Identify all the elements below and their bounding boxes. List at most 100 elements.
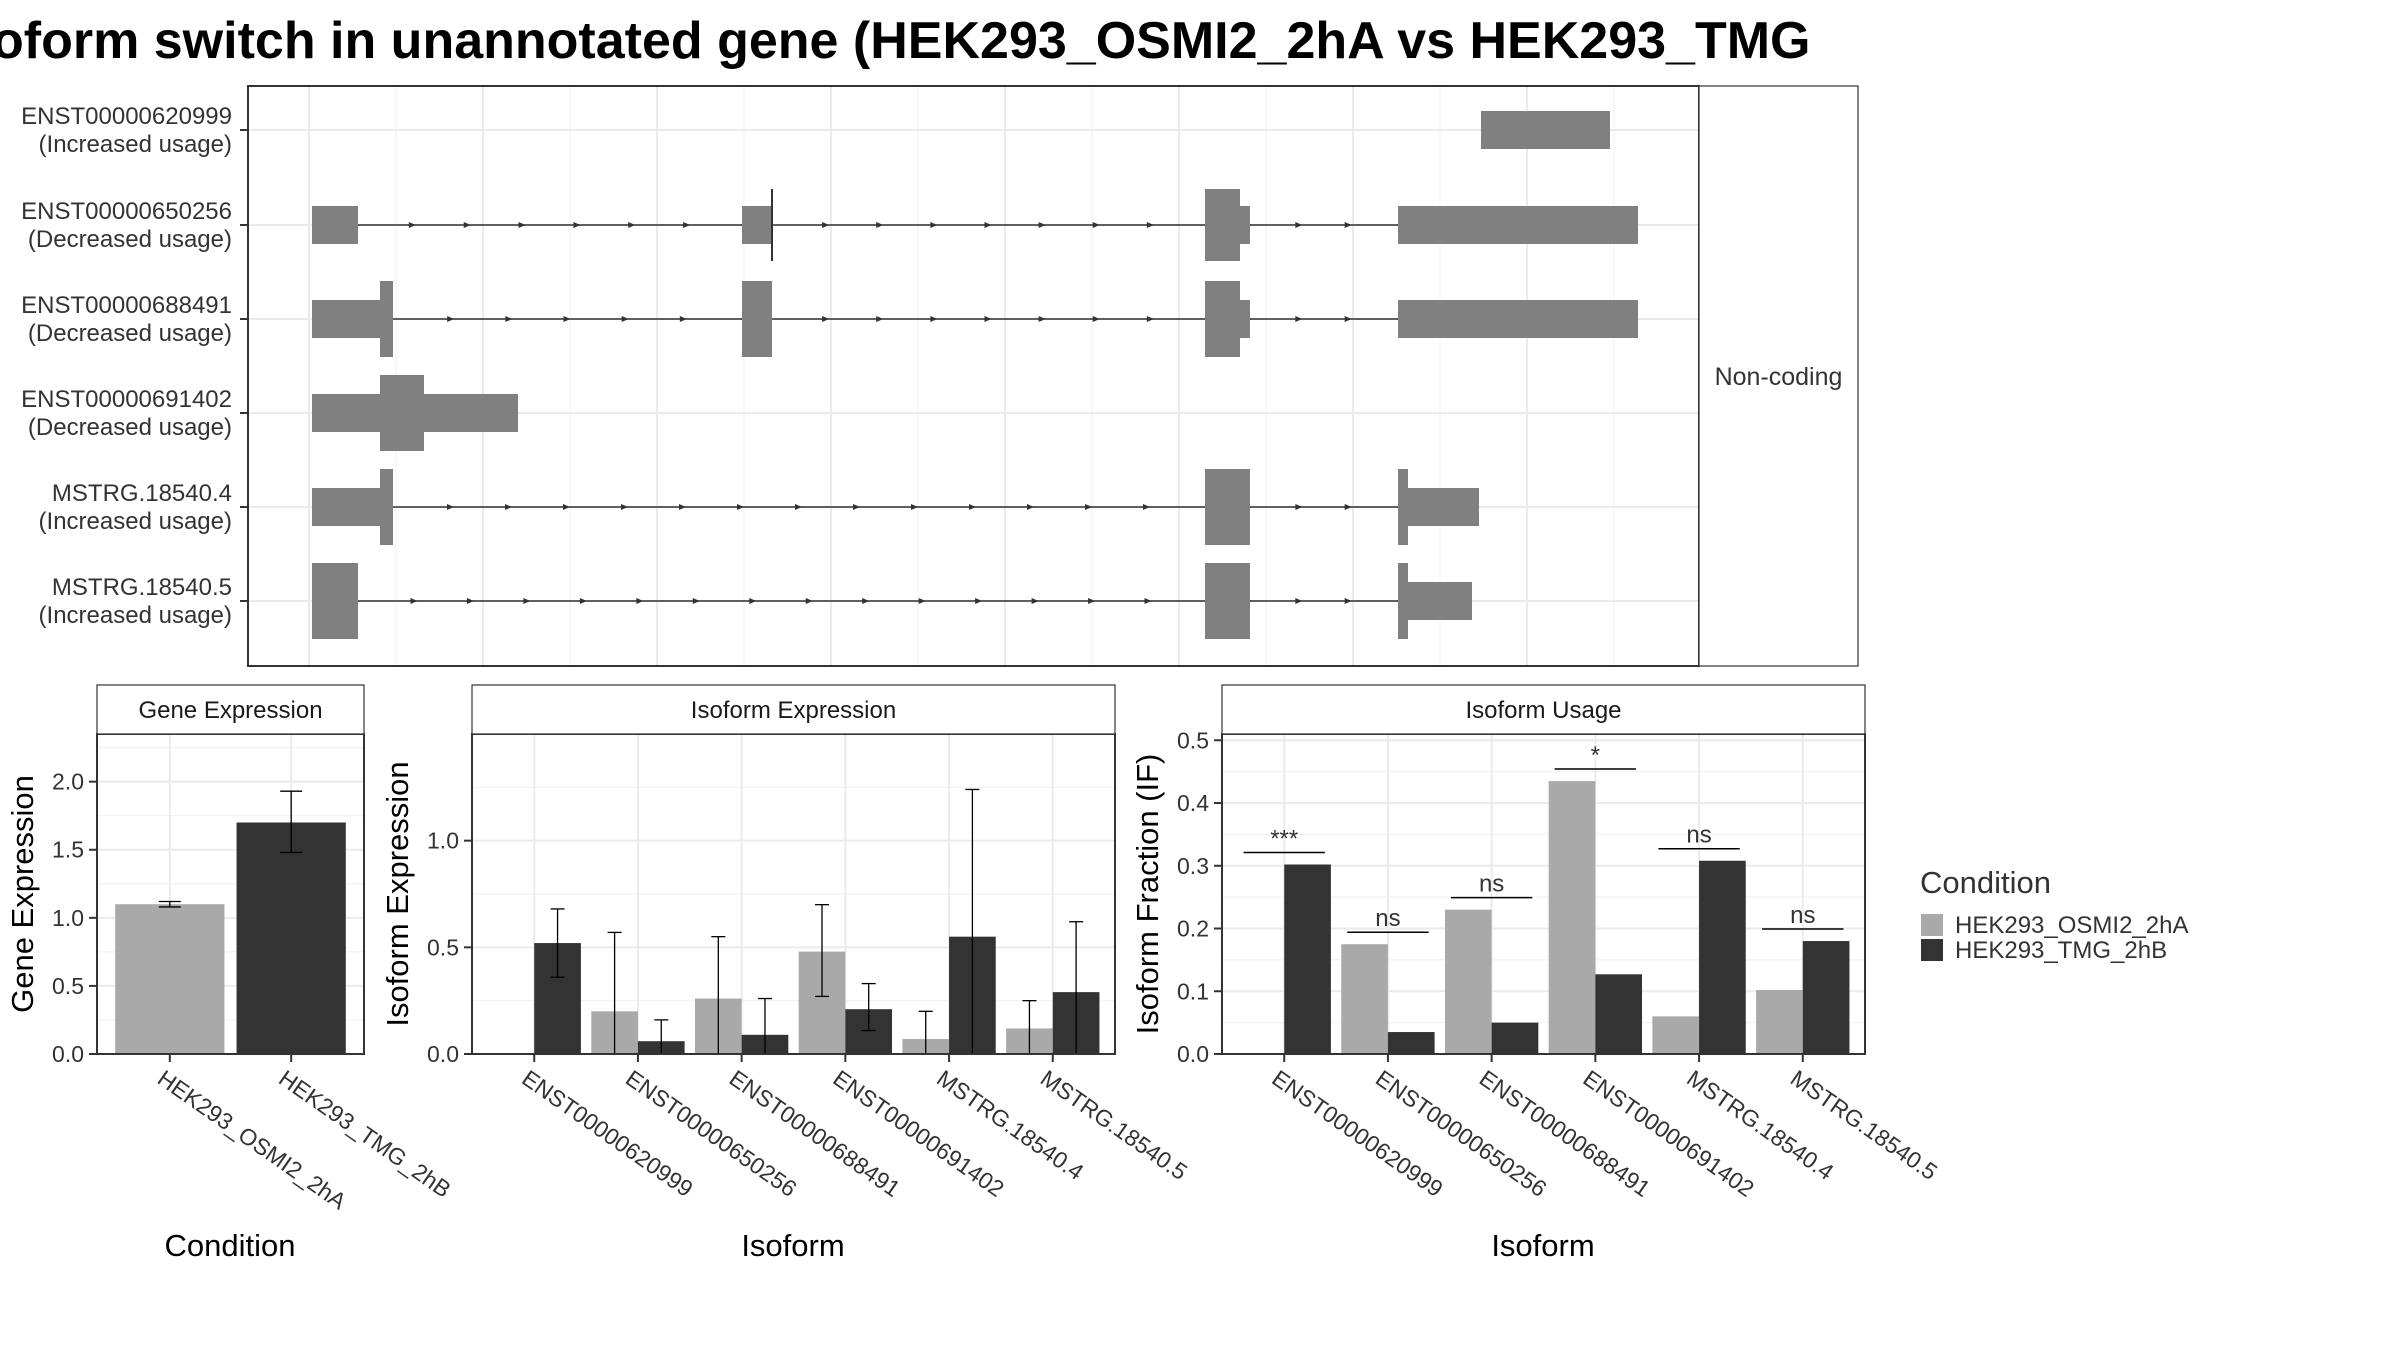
strand-arrow — [621, 316, 629, 322]
strip — [471, 684, 1116, 735]
y-tick-label: 2.0 — [52, 769, 84, 795]
strand-arrow — [1038, 316, 1046, 322]
transcript-usage-label: (Decreased usage) — [28, 414, 232, 441]
strip-label: Non-coding — [1715, 363, 1843, 391]
exon — [1408, 488, 1479, 526]
strand-arrow — [447, 504, 454, 510]
exon — [742, 206, 772, 244]
transcript-id-label: MSTRG.18540.5 — [52, 574, 232, 601]
transcript-usage-label: (Increased usage) — [39, 131, 232, 158]
strand-arrow — [1146, 222, 1154, 228]
transcript-usage-label: (Increased usage) — [39, 508, 232, 535]
strand-arrow — [1344, 316, 1352, 322]
x-axis-title: Isoform — [1491, 1228, 1594, 1263]
exon — [380, 281, 393, 357]
y-axis-title: Isoform Expression — [380, 761, 415, 1026]
strand-arrow — [679, 504, 686, 510]
x-tick-label: ENST00000650256 — [621, 1065, 801, 1202]
bar — [1341, 944, 1388, 1054]
strand-arrow — [1027, 504, 1034, 510]
exon — [1398, 563, 1408, 639]
significance-label: ns — [1479, 871, 1504, 898]
legend-swatch — [1921, 939, 1943, 961]
bar-hek293_osmi2_2ha — [115, 904, 225, 1054]
y-tick-label: 0.0 — [1177, 1041, 1209, 1067]
strip — [1221, 684, 1866, 735]
strand-arrow — [1344, 222, 1352, 228]
strand-arrow — [749, 598, 757, 604]
strand-arrow — [408, 222, 416, 228]
bar — [1387, 1032, 1435, 1054]
strand-arrow — [805, 598, 813, 604]
transcript-id-label: ENST00000691402 — [21, 386, 232, 413]
significance-label: ns — [1686, 822, 1711, 849]
strand-arrow — [911, 504, 918, 510]
transcript-id-label: ENST00000688491 — [21, 292, 232, 319]
exon — [1398, 206, 1638, 244]
strand-arrow — [563, 504, 570, 510]
y-tick-label: 0.0 — [427, 1041, 459, 1067]
y-tick-label: 0.3 — [1177, 853, 1209, 879]
bar-charts: Gene Expression0.00.51.01.52.0HEK293_OSM… — [5, 684, 1942, 1263]
strand-arrow — [410, 598, 418, 604]
strand-arrow — [463, 222, 471, 228]
strand-arrow — [918, 598, 926, 604]
bar-hek293_tmg_2hb — [236, 822, 346, 1054]
strip-title: Gene Expression — [138, 697, 322, 724]
x-tick-label: ENST00000688491 — [1475, 1065, 1655, 1202]
strand-arrow — [518, 222, 526, 228]
strand-arrow — [975, 598, 983, 604]
bar — [1652, 1016, 1700, 1054]
x-axis-title: Condition — [165, 1228, 296, 1263]
transcript-usage-label: (Increased usage) — [39, 602, 232, 629]
strand-arrow — [930, 316, 938, 322]
y-tick-label: 0.4 — [1177, 790, 1209, 816]
transcript-usage-label: (Decreased usage) — [28, 226, 232, 253]
exon — [1205, 469, 1250, 545]
strand-arrow — [853, 504, 860, 510]
strip-title: Isoform Usage — [1465, 697, 1621, 724]
exon — [312, 394, 380, 432]
significance-label: ns — [1790, 902, 1815, 929]
y-tick-label: 0.0 — [52, 1041, 84, 1067]
bar — [1802, 941, 1850, 1054]
y-tick-label: 0.5 — [427, 934, 459, 960]
y-axis-title: Gene Expression — [5, 775, 40, 1013]
strand-arrow — [1146, 316, 1154, 322]
transcript-usage-label: (Decreased usage) — [28, 320, 232, 347]
bar — [1699, 860, 1746, 1054]
y-tick-label: 1.0 — [52, 905, 84, 931]
exon — [1398, 469, 1408, 545]
exon — [1481, 111, 1610, 149]
chart-2: *** ns ns * ns ns Isoform Usage 0.0 0.1 0.2 0.3 0.4… — [1130, 684, 1942, 1263]
strand-arrow — [984, 316, 992, 322]
exon — [1205, 281, 1240, 357]
legend-item-label: HEK293_OSMI2_2hA — [1955, 912, 2188, 939]
strand-arrow — [862, 598, 870, 604]
strand-arrow — [679, 316, 687, 322]
y-tick-label: 1.5 — [52, 837, 84, 863]
strand-arrow — [822, 316, 830, 322]
strand-arrow — [505, 504, 512, 510]
strand-arrow — [1143, 504, 1150, 510]
bar — [1491, 1022, 1539, 1054]
exon — [312, 206, 358, 244]
transcript-id-label: ENST00000650256 — [21, 198, 232, 225]
strand-arrow — [1295, 316, 1303, 322]
strand-arrow — [466, 598, 474, 604]
exon — [1205, 563, 1250, 639]
exon — [1205, 189, 1240, 261]
bar — [1756, 990, 1803, 1054]
transcript-id-label: ENST00000620999 — [21, 103, 232, 130]
exon — [312, 563, 358, 639]
x-tick-label: ENST00000688491 — [725, 1065, 905, 1202]
strand-arrow — [692, 598, 700, 604]
strand-arrow — [795, 504, 802, 510]
strip — [96, 684, 365, 735]
strand-arrow — [1295, 598, 1303, 604]
bar — [1444, 909, 1492, 1054]
bar — [1284, 864, 1331, 1054]
